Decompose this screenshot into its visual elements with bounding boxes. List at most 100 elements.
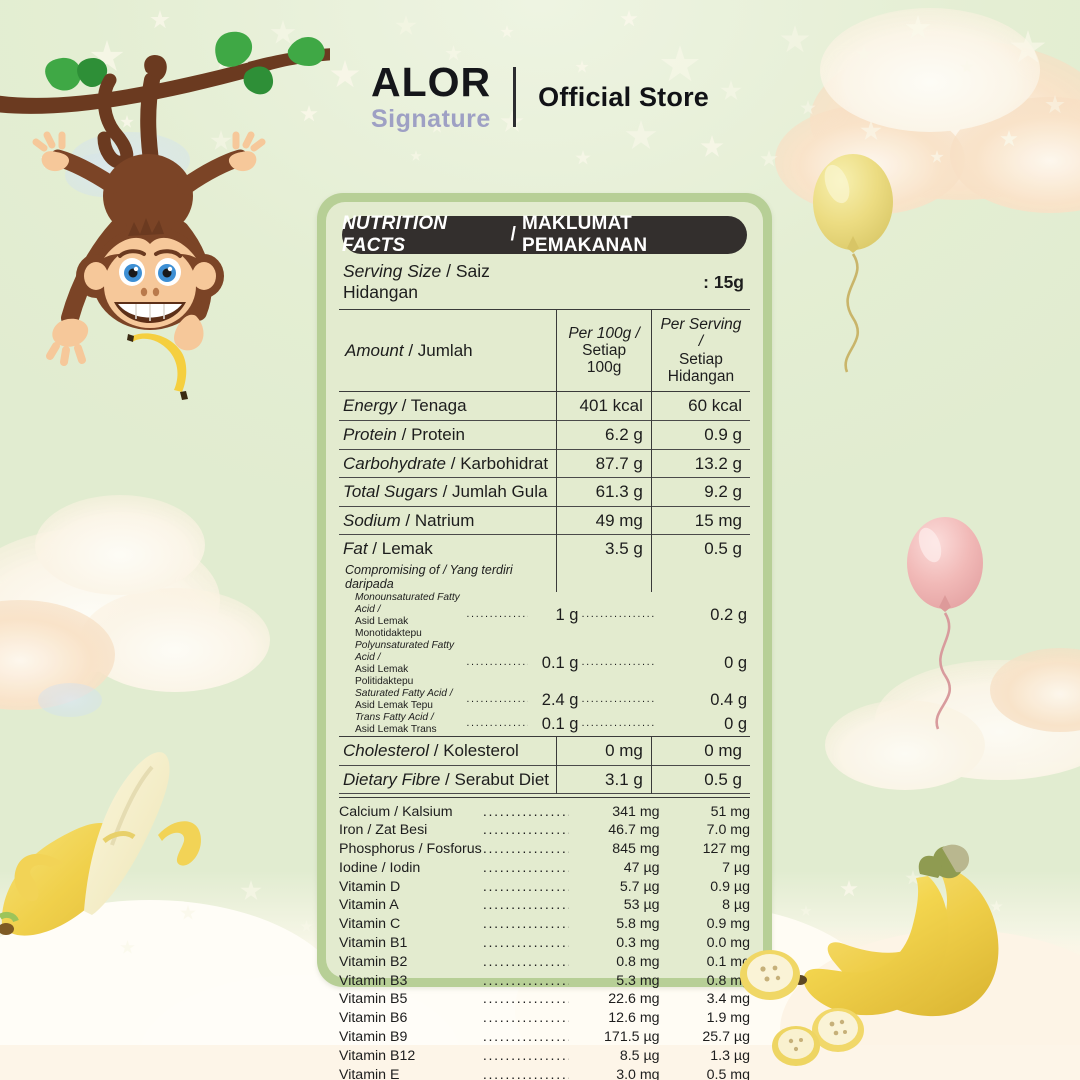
nutrient-per-100g: 401 kcal xyxy=(557,392,652,420)
nutrient-label-sep: / xyxy=(405,511,410,530)
micronutrient-name: Vitamin B5 xyxy=(339,990,483,1009)
column-header-row: Amount / Jumlah Per 100g / Setiap 100g P… xyxy=(339,310,750,392)
amount-header: Amount / Jumlah xyxy=(339,310,557,392)
serving-size-label-en: Serving Size xyxy=(343,261,441,281)
fat-note-text: Compromising of / Yang terdiri daripada xyxy=(339,563,557,592)
alor-logo: ALOR Signature xyxy=(371,62,491,132)
fatty-acid-per-serving: 0.2 g xyxy=(655,592,750,640)
nutrient-per-serving: 15 mg xyxy=(651,506,750,535)
fatty-acid-dots-2: ........................................… xyxy=(581,688,655,712)
nutrient-label-sep: / xyxy=(402,425,407,444)
micronutrient-dots: ........................................ xyxy=(483,1028,569,1047)
micronutrient-row: Vitamin B12.............................… xyxy=(339,1046,750,1065)
micronutrients-table: Calcium / Kalsium.......................… xyxy=(339,802,750,1080)
fatty-acid-row: Monounsaturated Fatty Acid / Asid Lemak M… xyxy=(339,592,750,640)
micronutrient-row: Calcium / Kalsium.......................… xyxy=(339,802,750,821)
micronutrient-per-serving: 0.5 mg xyxy=(660,1065,750,1080)
micronutrient-per-100g: 341 mg xyxy=(569,802,659,821)
micronutrient-row: Vitamin C...............................… xyxy=(339,915,750,934)
micronutrient-per-100g: 53 µg xyxy=(569,896,659,915)
fatty-acid-per-100g: 0.1 g xyxy=(528,712,581,736)
nutrient-label-ms: Tenaga xyxy=(411,396,467,415)
micronutrient-per-100g: 0.3 mg xyxy=(569,934,659,953)
micronutrient-per-100g: 5.8 mg xyxy=(569,915,659,934)
nutrient-per-serving: 0.5 g xyxy=(651,535,750,563)
micronutrient-per-serving: 1.3 µg xyxy=(660,1046,750,1065)
micronutrient-row: Vitamin B3..............................… xyxy=(339,971,750,990)
nutrient-label: Fat / Lemak xyxy=(339,535,557,563)
nutrient-label-sep: / xyxy=(443,482,448,501)
amount-header-en: Amount xyxy=(345,341,404,360)
fatty-acids-table: Monounsaturated Fatty Acid / Asid Lemak M… xyxy=(339,592,750,736)
nutrient-label: Sodium / Natrium xyxy=(339,506,557,535)
nutrient-per-serving: 0.5 g xyxy=(651,765,750,794)
fatty-acid-row: Saturated Fatty Acid / Asid Lemak Tepu...… xyxy=(339,688,750,712)
fatty-acid-label-ms: Asid Lemak Monotidaktepu xyxy=(355,616,466,640)
nutrient-label-en: Sodium xyxy=(343,511,401,530)
nutrient-row: Energy / Tenaga 401 kcal 60 kcal xyxy=(339,392,750,420)
amount-header-ms: Jumlah xyxy=(418,341,473,360)
micronutrient-row: Iron / Zat Besi.........................… xyxy=(339,821,750,840)
nutrient-row: Carbohydrate / Karbohidrat 87.7 g 13.2 g xyxy=(339,449,750,478)
micronutrient-per-serving: 127 mg xyxy=(660,840,750,859)
nutrient-row: Sodium / Natrium 49 mg 15 mg xyxy=(339,506,750,535)
nutrient-per-serving: 0.9 g xyxy=(651,420,750,449)
micronutrient-dots: ........................................ xyxy=(483,1065,569,1080)
nutrient-row: Dietary Fibre / Serabut Diet 3.1 g 0.5 g xyxy=(339,765,750,794)
fatty-acid-per-100g: 2.4 g xyxy=(528,688,581,712)
micronutrient-per-serving: 8 µg xyxy=(660,896,750,915)
micronutrient-per-serving: 51 mg xyxy=(660,802,750,821)
fatty-acid-dots-2: ........................................… xyxy=(581,592,655,640)
micronutrient-per-serving: 0.9 mg xyxy=(660,915,750,934)
nutrient-row: Total Sugars / Jumlah Gula 61.3 g 9.2 g xyxy=(339,478,750,507)
nutrient-label-en: Fat xyxy=(343,539,368,558)
title-malay: MAKLUMAT PEMAKANAN xyxy=(522,213,747,257)
micronutrient-per-100g: 47 µg xyxy=(569,859,659,878)
nutrient-per-100g: 3.1 g xyxy=(557,765,652,794)
per-100g-header-en: Per 100g / xyxy=(563,325,645,342)
nutrient-label-sep: / xyxy=(402,396,407,415)
micronutrient-dots: ........................................ xyxy=(483,877,569,896)
nutrient-label-en: Dietary Fibre xyxy=(343,770,440,789)
fatty-acid-label-ms: Asid Lemak Politidaktepu xyxy=(355,664,466,688)
micronutrient-name: Vitamin C xyxy=(339,915,483,934)
micronutrient-name: Vitamin B9 xyxy=(339,1028,483,1047)
fatty-acid-per-100g: 0.1 g xyxy=(528,640,581,688)
nutrient-per-serving: 60 kcal xyxy=(651,392,750,420)
micronutrient-per-100g: 171.5 µg xyxy=(569,1028,659,1047)
title-separator: / xyxy=(511,224,516,246)
official-store-label: Official Store xyxy=(538,82,709,113)
micronutrient-row: Vitamin B1..............................… xyxy=(339,934,750,953)
nutrition-facts-title: NUTRITION FACTS / MAKLUMAT PEMAKANAN xyxy=(342,216,747,254)
nutrient-label-en: Cholesterol xyxy=(343,741,429,760)
micronutrient-dots: ........................................ xyxy=(483,896,569,915)
micronutrient-name: Vitamin E xyxy=(339,1065,483,1080)
nutrient-label-sep: / xyxy=(434,741,439,760)
fatty-acid-label: Polyunsaturated Fatty Acid / Asid Lemak P… xyxy=(339,640,466,688)
banana-bunch-illustration xyxy=(770,840,1080,1080)
nutrient-label-en: Protein xyxy=(343,425,397,444)
nutrient-per-100g: 49 mg xyxy=(557,506,652,535)
nutrient-per-serving: 9.2 g xyxy=(651,478,750,507)
micronutrient-per-serving: 7.0 mg xyxy=(660,821,750,840)
micronutrient-dots: ........................................ xyxy=(483,1046,569,1065)
micronutrient-name: Iodine / Iodin xyxy=(339,859,483,878)
nutrient-label-ms: Kolesterol xyxy=(443,741,519,760)
micronutrient-per-100g: 3.0 mg xyxy=(569,1065,659,1080)
micronutrient-per-100g: 46.7 mg xyxy=(569,821,659,840)
fat-subnote-table: Compromising of / Yang terdiri daripada xyxy=(339,563,750,592)
nutrient-label: Total Sugars / Jumlah Gula xyxy=(339,478,557,507)
amount-header-sep: / xyxy=(408,341,413,360)
micronutrient-dots: ........................................ xyxy=(483,952,569,971)
fatty-acid-dots-2: ........................................… xyxy=(581,712,655,736)
micronutrient-dots: ........................................ xyxy=(483,802,569,821)
nutrient-label-sep: / xyxy=(445,770,450,789)
per-100g-header-ms: Setiap 100g xyxy=(563,342,645,377)
micronutrient-name: Iron / Zat Besi xyxy=(339,821,483,840)
peeled-banana-illustration xyxy=(0,665,292,955)
micronutrient-name: Vitamin A xyxy=(339,896,483,915)
logo-primary-text: ALOR xyxy=(371,62,491,103)
nutrient-label: Cholesterol / Kolesterol xyxy=(339,737,557,766)
fatty-acid-label-ms: Asid Lemak Trans xyxy=(355,724,466,736)
serving-size-value: : 15g xyxy=(545,254,751,310)
